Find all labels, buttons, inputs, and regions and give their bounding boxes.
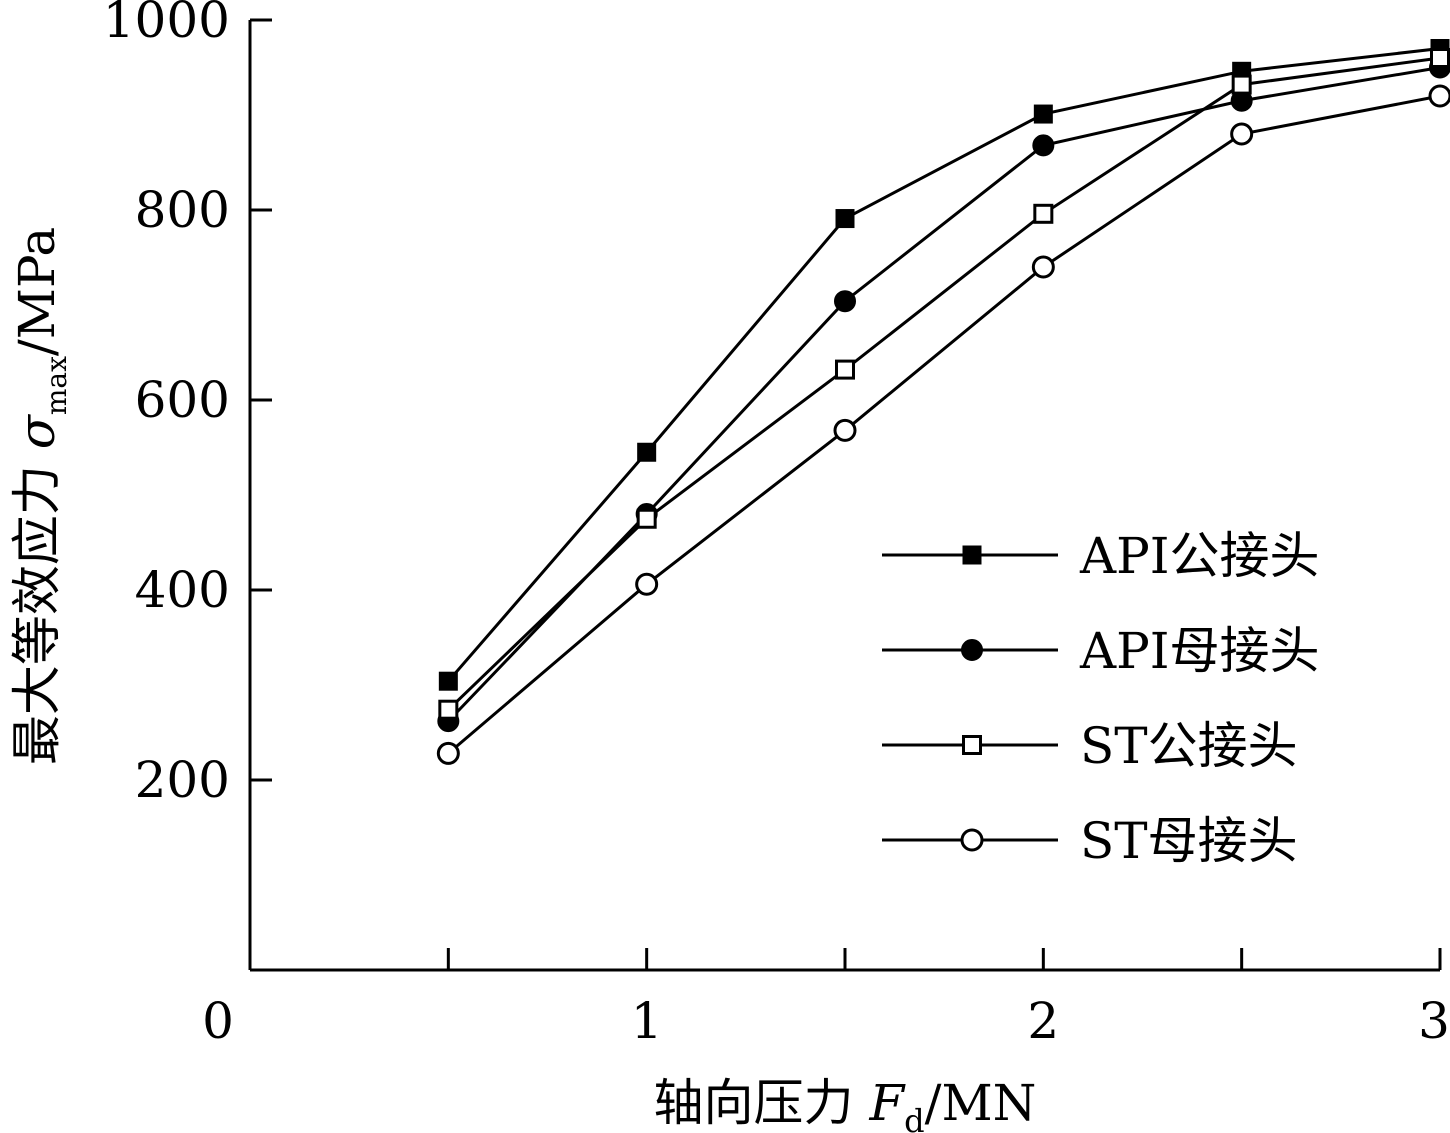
data-point-marker	[637, 442, 657, 462]
data-point-marker	[1430, 48, 1450, 68]
x-axis-label-prefix: 轴向压力	[654, 1074, 870, 1132]
legend-entry-2: API母接头	[882, 622, 1320, 680]
data-point-marker	[835, 359, 855, 380]
series-group	[436, 39, 1450, 765]
legend-entry-4: ST母接头	[882, 812, 1298, 870]
legend-label: ST公接头	[1080, 717, 1298, 775]
x-axis-label-suffix: /MN	[925, 1074, 1037, 1132]
x-tick-label: 0	[202, 992, 234, 1050]
y-axis-label-sub: max	[40, 356, 73, 415]
legend-entry-1: API公接头	[882, 527, 1320, 585]
data-point-marker	[834, 290, 856, 313]
data-point-marker	[1428, 84, 1450, 108]
legend-marker	[961, 639, 983, 661]
y-axis-label: 最大等效应力 σmax/MPa	[8, 227, 73, 765]
data-point-marker	[438, 671, 458, 691]
data-point-marker	[636, 508, 657, 529]
series-4	[436, 84, 1450, 765]
data-point-marker	[833, 418, 857, 442]
y-tick-label: 200	[135, 751, 230, 809]
x-axis-label: 轴向压力 Fd/MN	[654, 1074, 1037, 1133]
y-axis-label-var: σ	[8, 413, 66, 449]
data-point-marker	[438, 699, 459, 720]
data-point-marker	[1231, 74, 1252, 95]
ticks: 200 400 600 800 1000 0 1 2 3	[103, 0, 1450, 1050]
data-point-marker	[1031, 255, 1055, 279]
data-point-marker	[1033, 203, 1054, 224]
legend: API公接头 API母接头 ST公接头 ST母接头	[882, 527, 1320, 870]
y-axis-label-suffix: /MPa	[8, 227, 66, 356]
series-line	[447, 47, 1441, 683]
legend-label: API母接头	[1079, 622, 1320, 680]
data-point-marker	[1032, 134, 1055, 157]
y-axis-label-prefix: 最大等效应力	[8, 449, 66, 765]
x-axis-label-var: F	[868, 1074, 906, 1132]
x-tick-label: 2	[1027, 992, 1059, 1050]
series-line	[447, 56, 1441, 711]
legend-marker	[960, 828, 984, 852]
data-point-marker	[1033, 104, 1053, 124]
series-line	[447, 94, 1441, 755]
data-point-marker	[1230, 122, 1254, 146]
legend-label: API公接头	[1079, 527, 1320, 585]
y-tick-label: 1000	[103, 0, 230, 49]
legend-entry-3: ST公接头	[882, 717, 1298, 775]
legend-label: ST母接头	[1080, 812, 1298, 870]
data-point-marker	[835, 209, 855, 229]
series-3	[438, 48, 1450, 720]
legend-marker	[962, 735, 982, 755]
y-tick-label: 400	[135, 561, 230, 619]
x-tick-label: 3	[1418, 992, 1450, 1050]
y-tick-label: 600	[135, 371, 230, 429]
series-1	[438, 39, 1450, 691]
y-tick-label: 800	[135, 181, 230, 239]
data-point-marker	[436, 741, 460, 765]
x-tick-label: 1	[631, 992, 663, 1050]
legend-marker	[962, 545, 982, 565]
data-point-marker	[635, 572, 659, 596]
x-axis-label-sub: d	[904, 1102, 924, 1133]
